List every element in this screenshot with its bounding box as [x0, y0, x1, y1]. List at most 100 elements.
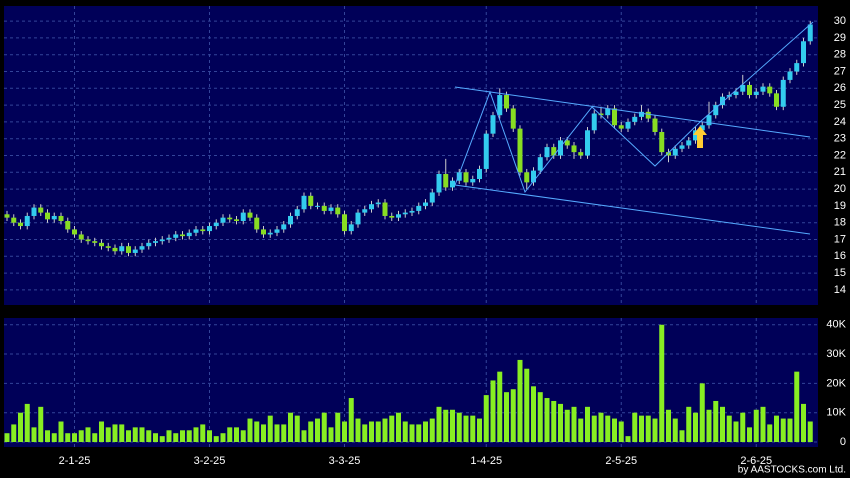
volume-bar [396, 412, 401, 443]
volume-bar [234, 427, 239, 443]
volume-bar [335, 412, 341, 443]
volume-bar [261, 424, 266, 443]
volume-bar [78, 430, 84, 443]
volume-bar [186, 430, 192, 443]
candle-body [733, 91, 739, 96]
candle-body [767, 86, 773, 94]
volume-bar [288, 412, 293, 443]
candle-body [477, 168, 482, 180]
candle-body [780, 79, 786, 107]
volume-bar [146, 430, 152, 443]
volume-bar [92, 433, 98, 443]
candle-body [261, 229, 266, 235]
volume-bar [747, 427, 752, 443]
candle-body [207, 226, 212, 232]
volume-bar [355, 418, 361, 443]
candle-body [463, 172, 469, 183]
y-tick-label: 26 [834, 82, 846, 94]
volume-bar [382, 418, 388, 443]
volume-bar [693, 412, 698, 443]
volume-bar [119, 424, 125, 443]
y-tick-label: 20K [826, 377, 846, 389]
volume-bar [247, 418, 253, 443]
volume-bar [4, 433, 10, 443]
volume-bar [72, 433, 77, 443]
volume-bar [463, 415, 469, 443]
candle-body [416, 205, 422, 211]
volume-bar [180, 430, 185, 443]
candle-body [355, 212, 361, 225]
volume-bar [699, 383, 705, 443]
candle-body [713, 105, 719, 116]
volume-bar [85, 427, 91, 443]
candle-body [807, 24, 813, 42]
candle-body [119, 246, 125, 252]
candle-body [11, 217, 17, 223]
volume-bar [45, 430, 50, 443]
volume-bar [713, 400, 719, 443]
candle-body [105, 246, 111, 248]
volume-bar [200, 424, 206, 443]
candle-body [51, 215, 57, 220]
y-tick-label: 16 [834, 250, 846, 262]
candle-body [510, 108, 516, 129]
grid: 14 15 16 17 18 19 20 21 22 23 24 25 26 27 28 29 30 0 10K 20… [4, 6, 847, 467]
volume-bar [672, 418, 678, 443]
candle-body [274, 229, 280, 233]
y-tick-label: 18 [834, 217, 846, 229]
candle-body [240, 212, 246, 222]
candle-body [92, 241, 98, 243]
candle-body [396, 214, 401, 218]
volume-bar [315, 418, 320, 443]
volume-bar [787, 418, 793, 443]
arrow [693, 126, 707, 148]
volume-bar [767, 424, 773, 443]
x-tick-label: 3-2-25 [194, 455, 226, 467]
volume-bar [659, 324, 665, 443]
candle-body [524, 172, 530, 183]
candle-body [450, 180, 455, 188]
volume-bar [65, 433, 71, 443]
volume-bar [105, 427, 111, 443]
candle-body [436, 173, 442, 193]
candle-body [159, 239, 165, 242]
volume-bar [31, 427, 37, 443]
volume-bar [389, 415, 395, 443]
candle-body [85, 239, 91, 242]
candle-body [31, 207, 37, 216]
candle-body [234, 219, 239, 222]
y-tick-label: 27 [834, 65, 846, 77]
volume-bar [375, 421, 381, 443]
candle-body [132, 249, 138, 253]
volume-bar [740, 412, 746, 443]
volume-bar [213, 436, 219, 443]
volume-bar [774, 415, 779, 443]
candle-body [200, 229, 206, 232]
volume-bar [726, 415, 732, 443]
candle-body [45, 212, 50, 220]
volume-bar [321, 412, 327, 443]
volume-bar [706, 409, 712, 443]
candle-body [342, 214, 347, 232]
candle-body [672, 148, 678, 156]
volume-bar [645, 415, 651, 443]
volume-bar [227, 427, 233, 443]
volume-bar [477, 418, 482, 443]
volume-bar [139, 427, 145, 443]
volume-bar [301, 430, 307, 443]
candle-body [578, 152, 584, 156]
marks [4, 21, 813, 443]
volume-bar [625, 436, 631, 443]
candle-body [632, 116, 638, 122]
candle-body [4, 214, 10, 218]
candle-body [348, 224, 354, 232]
volume-bar [612, 418, 617, 443]
y-tick-label: 0 [840, 436, 846, 448]
candle-body [315, 205, 320, 207]
candle-body [564, 140, 570, 146]
candle-body [78, 234, 84, 240]
candle-body [328, 207, 334, 211]
volume-bar [517, 359, 523, 443]
candle-body [483, 133, 489, 169]
candle-body [288, 215, 293, 225]
